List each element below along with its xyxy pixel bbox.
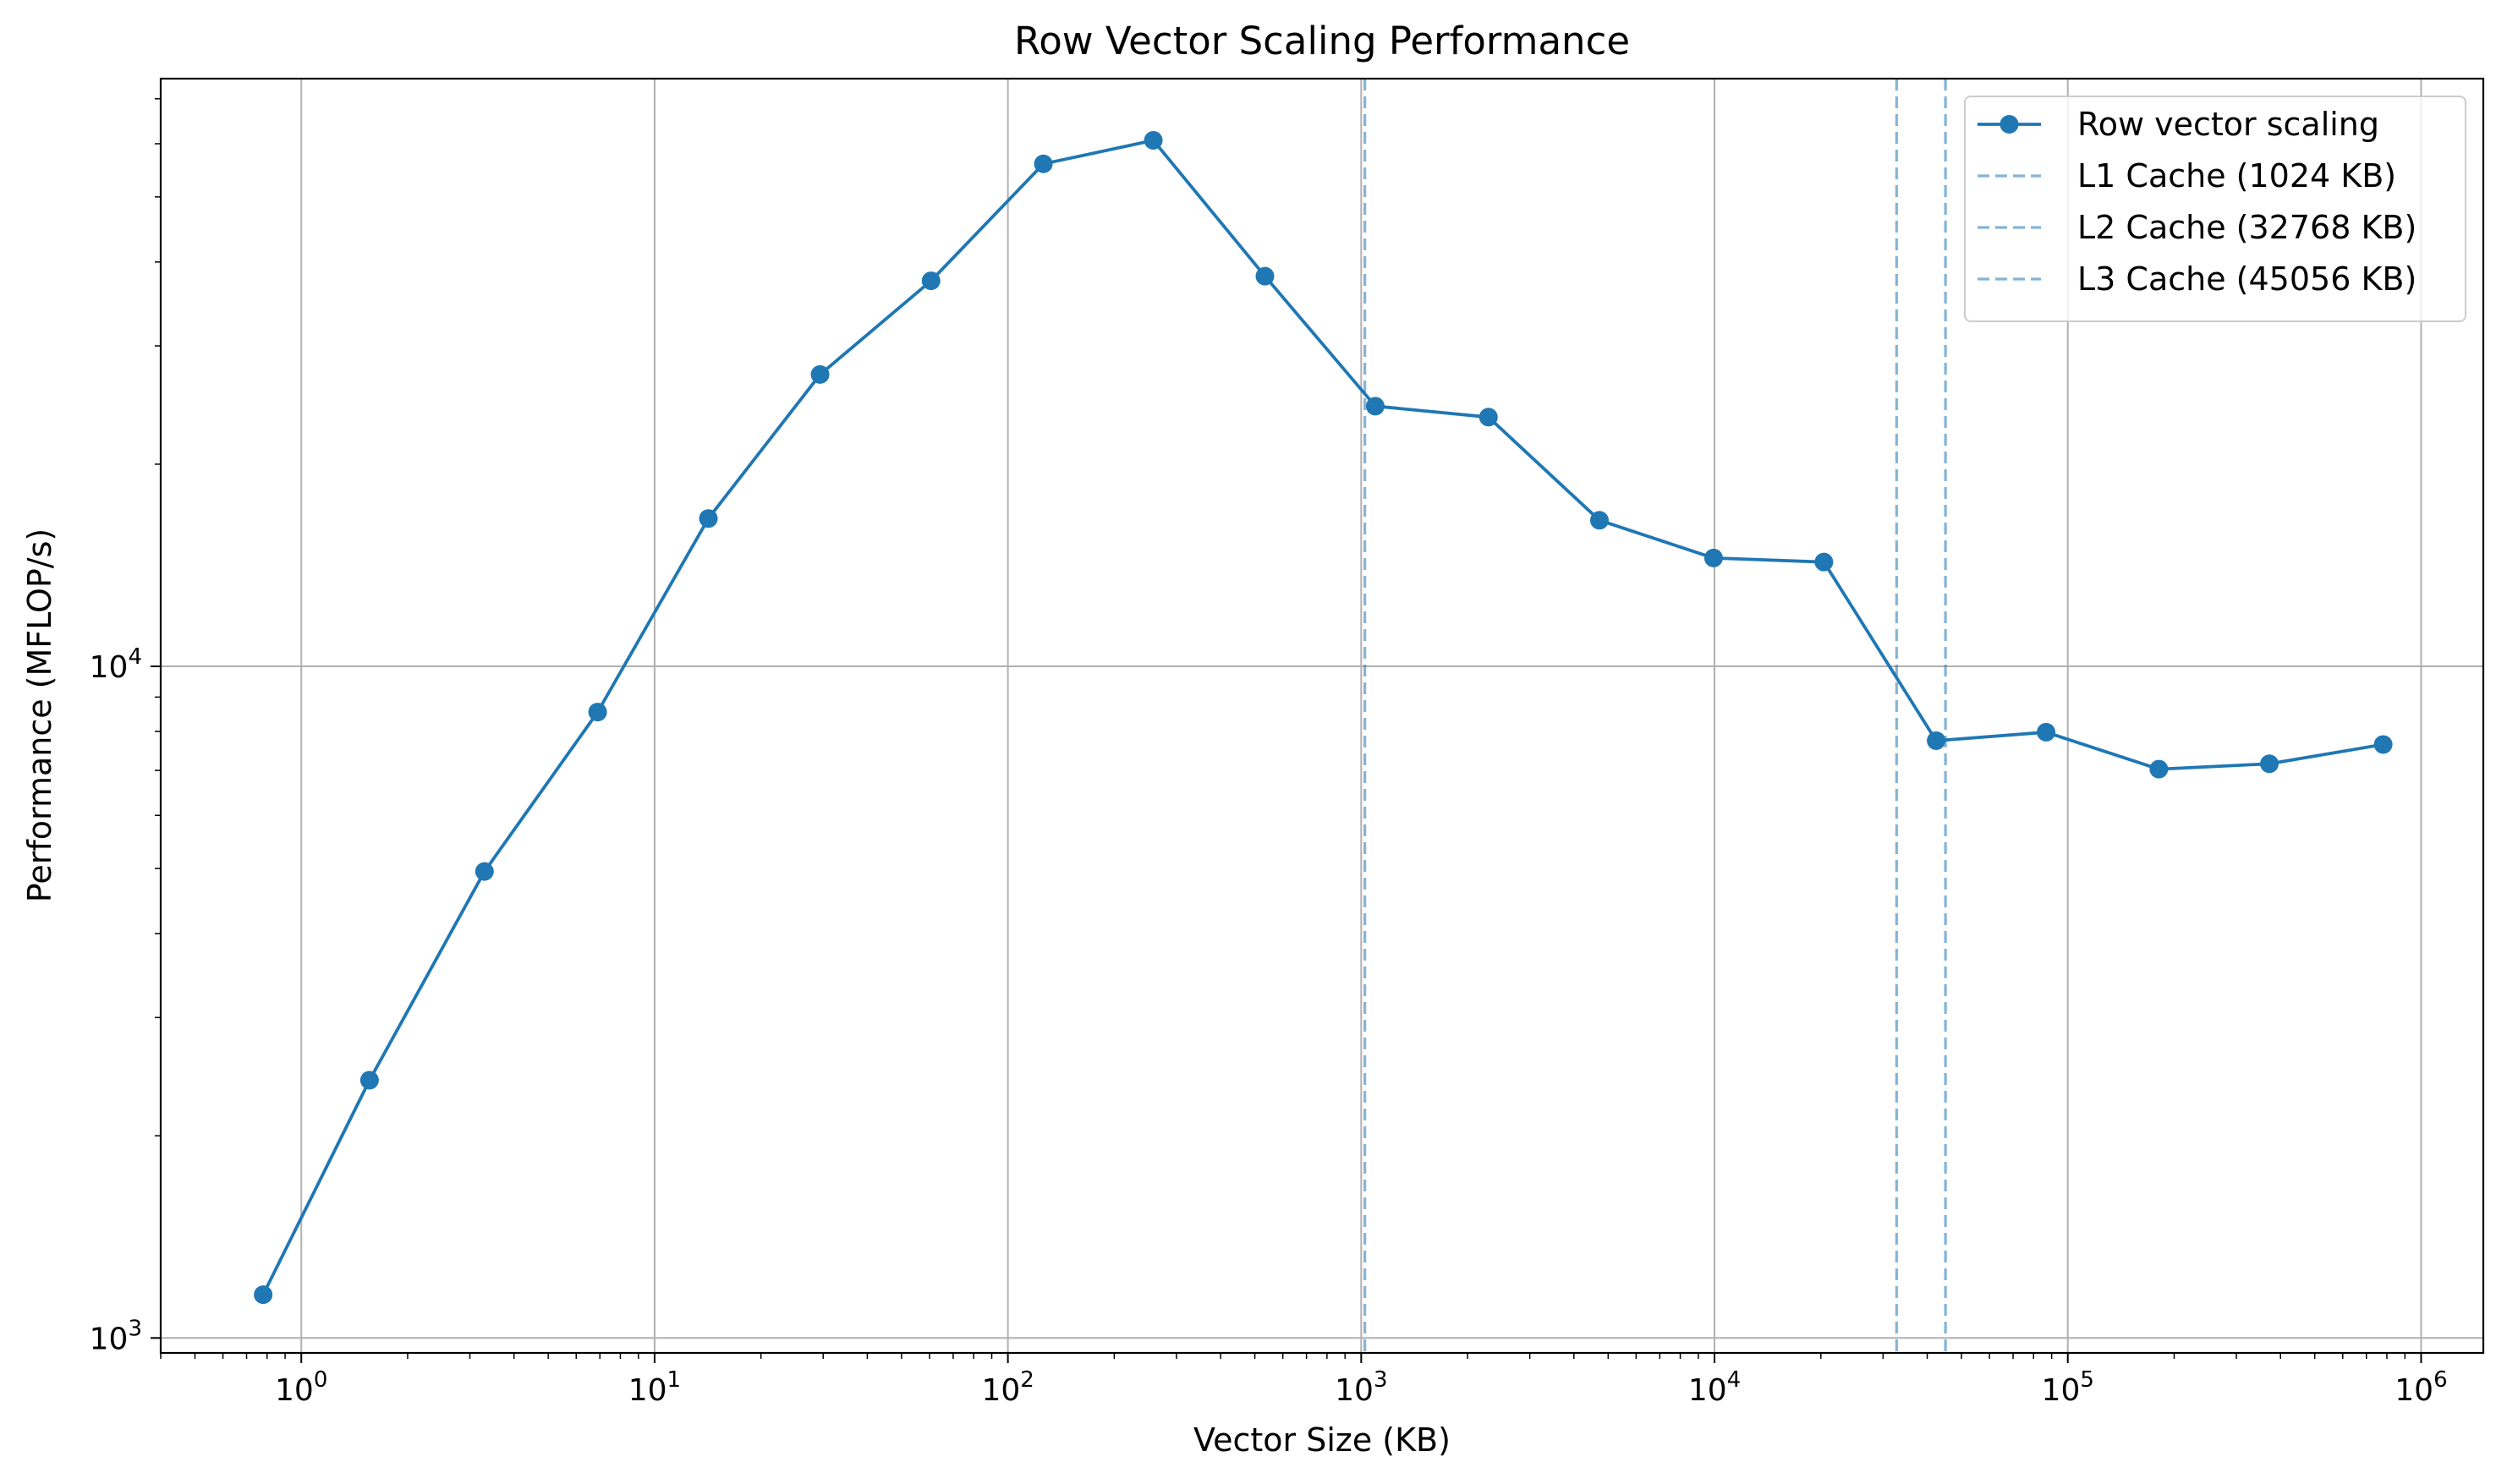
y-tick-label: 104 <box>90 644 142 685</box>
data-point <box>254 1285 273 1305</box>
x-tick-label: 104 <box>1688 1367 1741 1408</box>
data-point <box>1478 408 1498 427</box>
data-point <box>2373 735 2393 754</box>
data-point <box>475 862 494 881</box>
data-point <box>1365 397 1385 416</box>
y-axis-label: Performance (MFLOP/s) <box>21 528 58 902</box>
x-tick-label: 106 <box>2395 1367 2447 1408</box>
x-tick-label: 100 <box>275 1367 327 1408</box>
x-tick-label: 101 <box>628 1367 681 1408</box>
data-point <box>1589 511 1609 530</box>
x-tick-label: 102 <box>981 1367 1034 1408</box>
x-tick-label: 105 <box>2042 1367 2094 1408</box>
tick-layer: 100 101 102 103 104 105 106 103 104 <box>90 98 2448 1408</box>
legend-box <box>1964 96 2466 322</box>
legend-marker <box>2000 115 2019 134</box>
legend-label: L3 Cache (45056 KB) <box>2077 260 2416 298</box>
series-line <box>261 139 2384 1295</box>
data-point <box>2149 759 2169 779</box>
data-point <box>1703 548 1723 567</box>
legend: Row vector scaling L1 Cache (1024 KB) L2 C… <box>1964 96 2466 322</box>
series-layer <box>254 130 2393 1305</box>
data-point <box>1255 266 1275 286</box>
grid-layer <box>161 79 2483 1353</box>
data-point <box>359 1071 379 1090</box>
x-axis-label: Vector Size (KB) <box>1193 1421 1451 1459</box>
x-tick-label: 103 <box>1335 1367 1387 1408</box>
legend-label: L2 Cache (32768 KB) <box>2077 209 2416 246</box>
data-point <box>1927 731 1946 750</box>
plot-frame <box>159 77 2485 1355</box>
data-point <box>1814 552 1834 572</box>
data-point <box>1034 154 1053 173</box>
data-point <box>2037 722 2056 742</box>
y-tick-label: 103 <box>90 1316 142 1356</box>
legend-label: Row vector scaling <box>2077 106 2379 143</box>
data-point <box>588 703 607 722</box>
data-point <box>2260 754 2279 774</box>
chart-title: Row Vector Scaling Performance <box>1014 19 1630 63</box>
data-point <box>810 364 830 384</box>
data-point <box>699 509 718 528</box>
data-point <box>921 271 941 291</box>
legend-label: L1 Cache (1024 KB) <box>2077 157 2396 194</box>
data-point <box>1144 130 1163 150</box>
